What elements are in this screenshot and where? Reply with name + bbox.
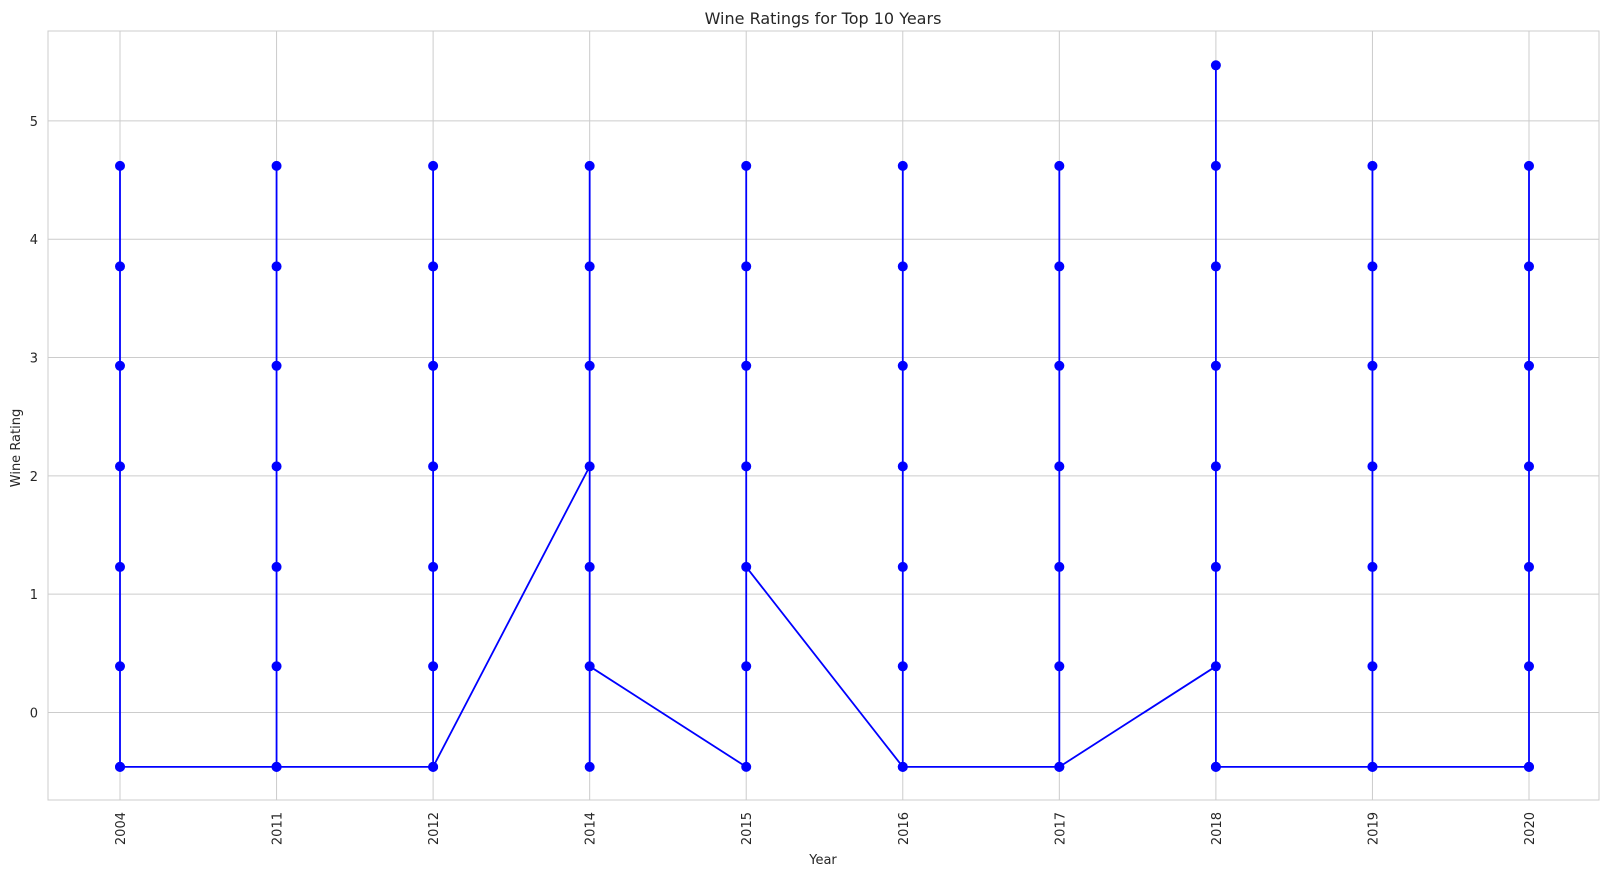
data-point — [1524, 160, 1534, 171]
y-axis-label: Wine Rating — [9, 409, 24, 487]
x-tick-label: 2014 — [584, 812, 599, 845]
data-point — [897, 261, 908, 272]
y-tick-label: 4 — [30, 233, 38, 248]
y-tick-label: 2 — [30, 470, 38, 485]
data-point — [115, 360, 125, 371]
data-point — [1210, 360, 1221, 371]
data-point — [271, 761, 282, 772]
data-point — [584, 661, 595, 672]
y-tick-label: 5 — [30, 115, 38, 130]
data-point — [428, 761, 439, 772]
data-point — [1524, 360, 1534, 371]
data-point — [897, 360, 908, 371]
data-point — [897, 761, 908, 772]
data-point — [428, 261, 439, 272]
data-point — [741, 160, 752, 171]
data-point — [584, 761, 595, 772]
data-point — [271, 261, 282, 272]
data-point — [897, 561, 908, 572]
data-point — [115, 661, 125, 672]
y-tick-label: 0 — [30, 706, 38, 721]
data-point — [1210, 561, 1221, 572]
data-point — [115, 761, 125, 772]
data-point — [1210, 461, 1221, 472]
data-point — [1524, 261, 1534, 272]
data-point — [584, 360, 595, 371]
y-tick-label: 1 — [30, 588, 38, 603]
x-tick-label: 2020 — [1523, 812, 1538, 845]
y-tick-label: 3 — [30, 352, 38, 367]
data-point — [1210, 761, 1221, 772]
data-point — [741, 461, 752, 472]
data-point — [1367, 661, 1378, 672]
data-point — [1210, 60, 1221, 71]
series-layer — [115, 60, 1534, 772]
y-tick-labels: 0 1 2 3 4 5 — [30, 115, 38, 722]
data-point — [584, 261, 595, 272]
data-point — [741, 360, 752, 371]
data-point — [271, 461, 282, 472]
data-point — [1524, 561, 1534, 572]
data-point — [897, 160, 908, 171]
data-point — [1367, 261, 1378, 272]
data-point — [1210, 160, 1221, 171]
data-point — [897, 461, 908, 472]
data-point — [741, 661, 752, 672]
x-tick-labels: 2004 2011 2012 2014 2015 2016 2017 2018 2019 2020 — [114, 812, 1538, 845]
x-tick-label: 2012 — [427, 812, 442, 845]
data-point — [428, 360, 439, 371]
data-point — [428, 661, 439, 672]
x-tick-label: 2015 — [740, 812, 755, 845]
x-axis-label: Year — [808, 853, 837, 868]
chart-title: Wine Ratings for Top 10 Years — [705, 9, 942, 28]
x-tick-label: 2018 — [1210, 812, 1225, 845]
data-point — [1210, 661, 1221, 672]
data-point — [741, 561, 752, 572]
x-tick-label: 2016 — [897, 812, 912, 845]
data-point — [1054, 561, 1065, 572]
data-point — [428, 561, 439, 572]
data-point — [584, 461, 595, 472]
data-point — [1054, 761, 1065, 772]
data-point — [1054, 461, 1065, 472]
data-point — [428, 160, 439, 171]
data-point — [584, 160, 595, 171]
data-point — [115, 561, 125, 572]
x-tick-label: 2017 — [1053, 812, 1068, 845]
data-point — [897, 661, 908, 672]
data-point — [1524, 661, 1534, 672]
data-point — [1367, 461, 1378, 472]
data-point — [271, 360, 282, 371]
data-point — [1524, 761, 1534, 772]
data-point — [1367, 360, 1378, 371]
data-point — [271, 160, 282, 171]
data-point — [1367, 761, 1378, 772]
data-point — [1054, 261, 1065, 272]
data-point — [1210, 261, 1221, 272]
x-tick-label: 2019 — [1366, 812, 1381, 845]
data-point — [271, 661, 282, 672]
data-point — [741, 261, 752, 272]
data-point — [271, 561, 282, 572]
data-point — [584, 561, 595, 572]
x-tick-label: 2004 — [114, 812, 129, 845]
data-point — [1367, 160, 1378, 171]
data-point — [428, 461, 439, 472]
data-point — [1054, 160, 1065, 171]
data-point — [1367, 561, 1378, 572]
data-point — [1524, 461, 1534, 472]
data-point — [1054, 661, 1065, 672]
data-point — [741, 761, 752, 772]
data-point — [115, 261, 125, 272]
plot-frame — [47, 30, 1600, 801]
x-tick-label: 2011 — [271, 812, 286, 845]
data-point — [115, 461, 125, 472]
data-point — [1054, 360, 1065, 371]
data-point — [115, 160, 125, 171]
